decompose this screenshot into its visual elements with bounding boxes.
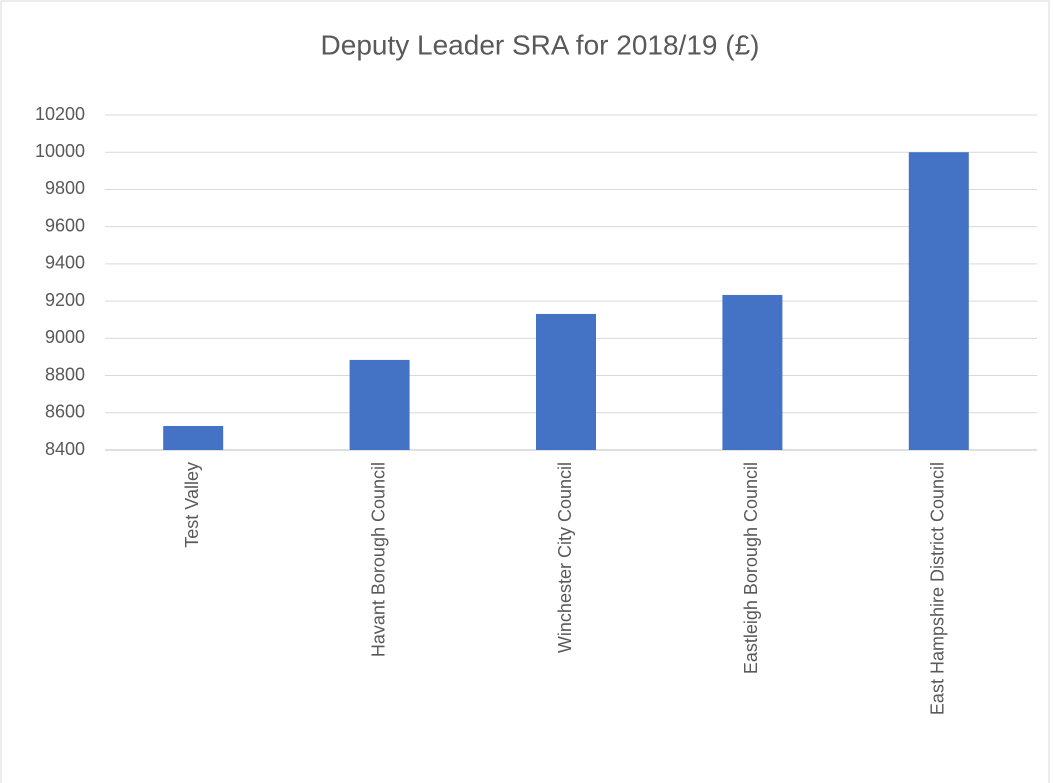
y-tick-label: 8800 <box>45 364 85 384</box>
bar <box>722 294 783 450</box>
x-tick-label: Test Valley <box>182 462 202 548</box>
bar <box>908 152 969 450</box>
chart-title: Deputy Leader SRA for 2018/19 (£) <box>321 29 760 60</box>
x-tick-label: Winchester City Council <box>555 462 575 653</box>
y-tick-label: 8400 <box>45 439 85 459</box>
y-tick-label: 9400 <box>45 253 85 273</box>
y-tick-label: 9000 <box>45 327 85 347</box>
y-tick-label: 9600 <box>45 215 85 235</box>
bar <box>536 313 596 450</box>
y-tick-label: 9200 <box>45 290 85 310</box>
x-tick-label: East Hampshire District Council <box>928 462 948 715</box>
y-tick-label: 10000 <box>35 141 85 161</box>
x-tick-label: Havant Borough Council <box>368 462 388 657</box>
x-tick-label: Eastleigh Borough Council <box>741 462 761 674</box>
y-tick-label: 10200 <box>35 104 85 124</box>
bar <box>349 359 410 450</box>
bar <box>163 425 224 450</box>
y-tick-label: 8600 <box>45 402 85 422</box>
y-tick-label: 9800 <box>45 178 85 198</box>
